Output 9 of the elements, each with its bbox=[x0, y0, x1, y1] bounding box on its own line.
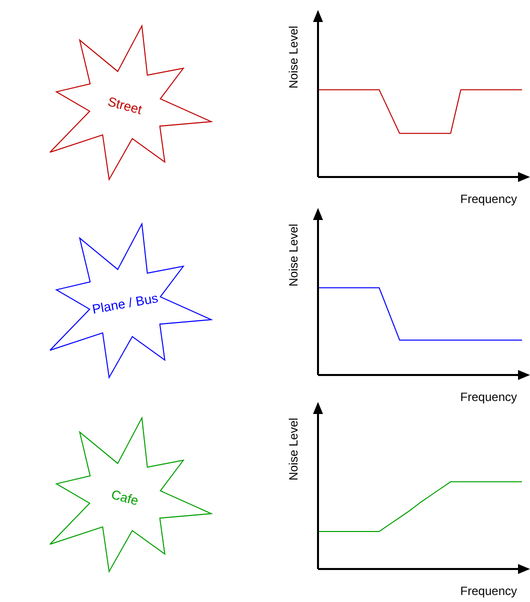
x-axis-title: Frequency bbox=[460, 584, 517, 598]
text: Cafe bbox=[110, 486, 140, 508]
text: Street bbox=[106, 94, 144, 118]
y-axis-title: Noise Level bbox=[286, 418, 300, 480]
y-axis-title: Noise Level bbox=[286, 26, 300, 88]
text: Plane / Bus bbox=[91, 290, 160, 317]
y-axis-title: Noise Level bbox=[286, 224, 300, 286]
x-axis-title: Frequency bbox=[460, 192, 517, 206]
x-axis-title: Frequency bbox=[460, 390, 517, 404]
